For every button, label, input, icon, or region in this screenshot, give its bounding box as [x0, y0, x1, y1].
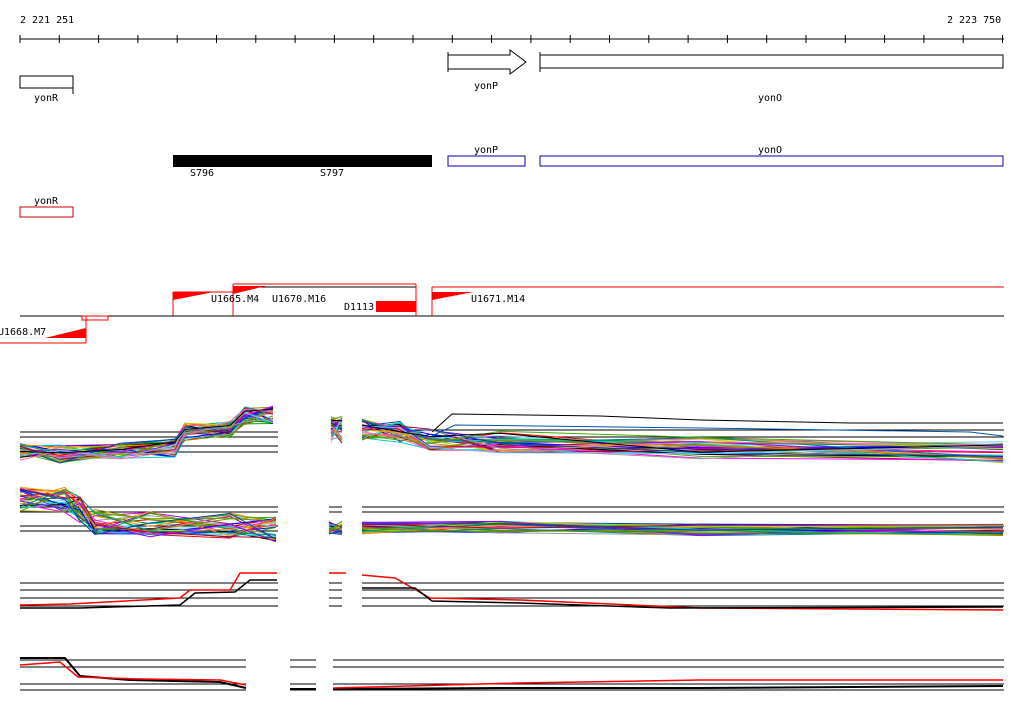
segment-track: S796 S797 yonP yonO [173, 145, 1004, 179]
panel2-profile-line [328, 523, 343, 529]
panel1-profile-line [330, 429, 343, 438]
panel1-profile-line [361, 425, 1004, 454]
expression-panel-3 [19, 572, 1004, 611]
panel1-profile-line [362, 429, 1004, 460]
gene-yonP-arrow[interactable] [447, 49, 527, 75]
bsub-yonP-box[interactable] [447, 155, 526, 167]
panel2-profile-line [19, 486, 277, 537]
tu-u1671-label: U1671.M14 [471, 294, 525, 305]
gene-yonO-label: yonO [758, 93, 782, 104]
bsub-yonO-label: yonO [758, 145, 782, 156]
transcription-unit-track: U1665.M4 U1670.M16 D1113 U1671.M14 U1668… [0, 283, 1004, 344]
tu-u1670-label: U1670.M16 [272, 294, 326, 305]
expression-panel-2 [19, 486, 1004, 543]
tu-u1668-marker[interactable] [45, 328, 86, 338]
panel1-profile-line [19, 408, 274, 454]
bsub-yonP-label: yonP [474, 145, 498, 156]
ruler-ticks [19, 35, 1003, 43]
panel1-profile-line [330, 415, 343, 421]
panel1-profile-line [330, 436, 343, 440]
tu-u1670-marker[interactable] [233, 286, 266, 294]
panel2-profile-line [19, 492, 277, 523]
reverse-yonR-label: yonR [34, 196, 59, 207]
panel1-profile-line [330, 422, 343, 430]
panel2-profile-line [19, 489, 277, 540]
panel2-profile-line [361, 520, 1004, 536]
panel2-profile-line [328, 524, 343, 531]
panel1-profile-line [361, 425, 1004, 458]
panel2-profile-line [361, 523, 1004, 531]
panel1-profile-line [361, 431, 1004, 452]
tu-u1665-marker[interactable] [173, 292, 214, 300]
panel1-profile-line [361, 427, 1004, 451]
segment-s797-label: S797 [320, 168, 344, 179]
annotation-gene-track: yonR yonP yonO [19, 49, 1004, 104]
panel1-max-line [431, 413, 1003, 433]
panel1-profile-line [19, 419, 274, 459]
position-ruler: 2 221 251 2 223 750 [19, 15, 1004, 43]
panel4-red-line [332, 679, 1003, 689]
panel2-profile-line [328, 521, 343, 528]
tu-u1671-marker[interactable] [432, 292, 473, 300]
panel2-profile-line [361, 530, 1004, 536]
reverse-yonR-box[interactable] [19, 206, 74, 218]
gene-yonP-label: yonP [474, 81, 498, 92]
ruler-end-label: 2 223 750 [947, 15, 1001, 26]
segment-s796-label: S796 [190, 168, 214, 179]
panel1-profile-line [19, 412, 274, 458]
panel2-profile-line [328, 531, 343, 535]
panel2-profile-line [19, 501, 277, 538]
panel1-profile-line [361, 425, 1004, 455]
reverse-gene-track: yonR [19, 196, 74, 218]
segment-bar[interactable] [173, 155, 432, 167]
tu-u1668-label: U1668.M7 [0, 327, 46, 338]
gene-yonR-label: yonR [34, 93, 59, 104]
panel1-profile-line [361, 428, 1004, 458]
panel1-profile-line [330, 419, 343, 422]
bsub-yonO-box[interactable] [539, 155, 1004, 167]
panel2-profile-line [19, 488, 277, 539]
panel1-profile-line [361, 420, 1004, 457]
panel1-blue-line [431, 424, 1004, 437]
panel3-black-line [20, 579, 277, 609]
panel1-profile-line [19, 408, 274, 460]
panel2-profile-line [328, 520, 343, 530]
gene-yonR-box[interactable] [19, 75, 74, 89]
gene-yonO-box[interactable] [539, 54, 1004, 69]
ruler-start-label: 2 221 251 [20, 15, 74, 26]
panel4-black-line [332, 685, 1004, 690]
panel3-red-line [361, 574, 1004, 611]
panel3-black-line [362, 587, 1004, 609]
tu-u1665-label: U1665.M4 [211, 294, 259, 305]
panel2-profile-line [19, 497, 277, 542]
panel1-profile-line [19, 407, 274, 464]
panel2-profile-line [328, 528, 343, 530]
panel1-profile-line [361, 424, 1004, 453]
expression-panel-4 [19, 657, 1004, 691]
expression-panel-1 [19, 405, 1004, 464]
panel3-red-line [19, 572, 277, 606]
tu-d1113-label: D1113 [344, 302, 374, 313]
panel1-profile-line [361, 430, 1004, 446]
tu-u1668-box [81, 315, 109, 321]
tu-d1113-block[interactable] [376, 301, 416, 312]
panel4-red-line [19, 661, 247, 686]
